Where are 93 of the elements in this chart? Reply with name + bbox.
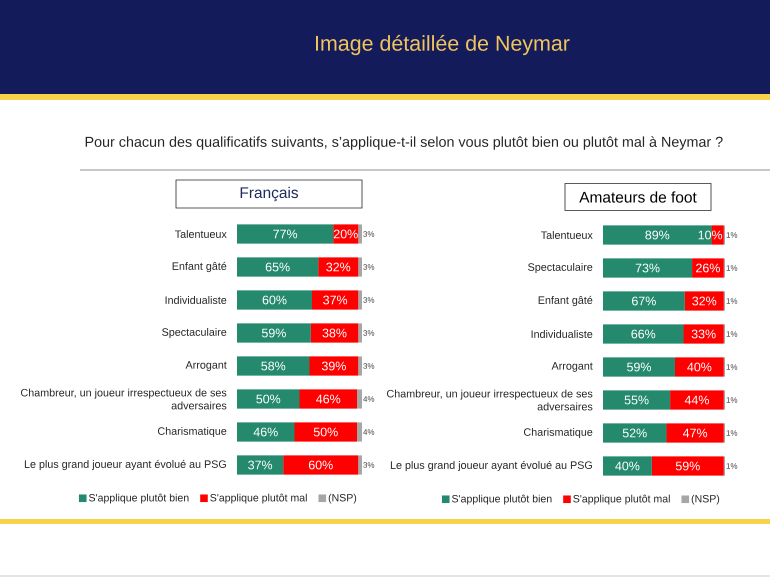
bar — [652, 456, 724, 476]
bar — [603, 324, 684, 344]
data-label: 26% — [696, 264, 720, 272]
bar — [312, 290, 358, 310]
bar — [358, 257, 362, 277]
bar — [603, 456, 652, 476]
bar — [357, 422, 362, 442]
data-label: 32% — [692, 296, 716, 306]
data-label: 44% — [684, 396, 709, 404]
legend-label: S'applique plutôt bien — [89, 494, 188, 504]
bar — [237, 422, 294, 442]
data-label: 60% — [308, 460, 333, 470]
y-tick-label: Enfant gâté — [172, 262, 226, 272]
bar — [603, 258, 692, 278]
data-label: 46% — [316, 394, 340, 404]
bar — [603, 423, 666, 443]
data-label: 40% — [687, 362, 712, 372]
bar — [310, 323, 358, 343]
bar — [603, 390, 670, 410]
chart-title: Français — [240, 186, 298, 202]
text: Pour chacun des qualificatifs suivants, s’applique-t-il selon vous plutôt bien ou plutôt mal à Neymar ? — [86, 136, 723, 150]
legend-label: (NSP) — [328, 494, 356, 504]
bar — [357, 389, 362, 409]
legend-label: (NSP) — [692, 494, 720, 505]
chart-title: Amateurs de foot — [579, 191, 697, 203]
data-label: 60% — [262, 296, 287, 304]
bar — [684, 291, 724, 311]
bar — [666, 423, 724, 443]
bar — [358, 224, 362, 244]
data-label: 58% — [261, 362, 286, 370]
data-label: 77% — [273, 230, 298, 238]
data-label: 89% — [645, 230, 670, 240]
bar — [318, 257, 358, 277]
bar — [670, 390, 724, 410]
bar — [237, 257, 318, 277]
data-label: 40% — [615, 462, 640, 470]
bar — [237, 356, 310, 376]
bar — [310, 356, 358, 376]
data-label: 65% — [266, 262, 290, 272]
y-tick-label: Talentueux — [174, 230, 227, 238]
y-tick-label: Le plus grand joueur ayant évolué au PSG — [24, 460, 226, 470]
data-label: 37% — [323, 296, 348, 304]
data-label: 66% — [631, 330, 656, 338]
bar — [237, 455, 284, 475]
data-label: 50% — [256, 394, 280, 404]
y-tick-label: Spectaculaire — [528, 262, 592, 274]
y-tick-label: Chambreur, un joueur irrespectueux de ses adversaires — [21, 388, 226, 410]
data-label: 50% — [314, 428, 338, 436]
y-tick-label: Individualiste — [532, 330, 592, 338]
data-label: 59% — [627, 362, 652, 372]
bar — [603, 291, 685, 311]
data-label: 52% — [622, 428, 647, 438]
bar — [237, 323, 311, 343]
bar — [237, 290, 312, 310]
data-label: 67% — [632, 296, 656, 306]
data-label: 38% — [322, 328, 347, 338]
y-tick-label: Spectaculaire — [162, 328, 226, 338]
bar — [294, 422, 357, 442]
bar — [237, 389, 300, 409]
data-label: 59% — [262, 328, 286, 338]
bar — [237, 224, 334, 244]
y-tick-label: Individualiste — [166, 296, 226, 304]
legend-label: S'applique plutôt bien — [452, 494, 552, 505]
bar — [358, 323, 362, 343]
text: Image détaillée de Neymar — [316, 34, 570, 56]
bar — [674, 357, 724, 377]
data-label: 55% — [624, 396, 649, 404]
y-tick-label: Charismatique — [158, 426, 226, 438]
y-tick-label: Talentueux — [540, 231, 593, 239]
data-label: 32% — [326, 262, 350, 272]
y-tick-label: Chambreur, un joueur irrespectueux de ses adversaires — [387, 390, 592, 410]
y-tick-label: Le plus grand joueur ayant évolué au PSG — [390, 460, 592, 472]
bar — [358, 455, 362, 475]
y-tick-label: Charismatique — [524, 428, 592, 438]
y-tick-label: Enfant gâté — [538, 296, 592, 306]
y-tick-label: Arrogant — [186, 361, 227, 371]
data-label: 39% — [322, 362, 346, 370]
data-label: 73% — [636, 264, 660, 272]
legend-label: S'applique plutôt mal — [573, 494, 670, 505]
y-tick-label: Arrogant — [552, 362, 593, 372]
data-label: 20% — [334, 230, 358, 238]
bar — [684, 324, 724, 344]
data-label: 33% — [692, 330, 716, 338]
bar — [358, 290, 362, 310]
bar — [358, 356, 362, 376]
bar — [283, 455, 358, 475]
bar — [300, 389, 357, 409]
bar — [603, 357, 675, 377]
data-label: 37% — [248, 460, 272, 470]
data-label: 47% — [682, 428, 708, 438]
data-label: 59% — [676, 462, 700, 470]
data-label: 46% — [254, 428, 278, 436]
legend-label: S'applique plutôt mal — [210, 494, 307, 504]
